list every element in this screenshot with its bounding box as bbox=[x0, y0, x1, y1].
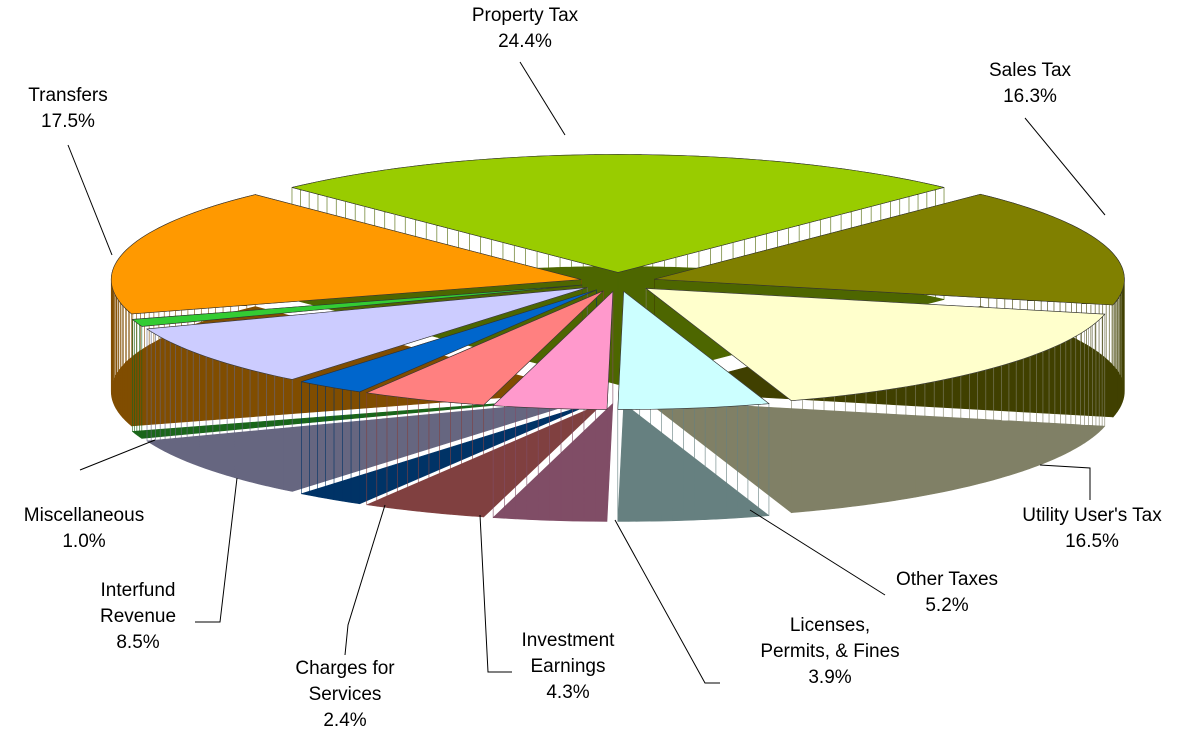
slice bbox=[365, 290, 604, 406]
slice bbox=[301, 289, 597, 393]
leader-line bbox=[614, 519, 720, 684]
leader-line bbox=[67, 144, 113, 256]
value-label: 24.4% bbox=[498, 31, 552, 52]
slice-side bbox=[132, 284, 583, 439]
value-label: 4.3% bbox=[546, 682, 590, 703]
leader-line bbox=[479, 514, 512, 673]
leader-line bbox=[1039, 464, 1091, 500]
leader-line bbox=[1024, 117, 1106, 216]
slice bbox=[645, 288, 1106, 401]
category-name: Investment Earnings bbox=[521, 630, 615, 677]
value-label: 5.2% bbox=[925, 595, 969, 616]
slice bbox=[492, 290, 614, 410]
slice bbox=[291, 154, 945, 273]
value-label: 8.5% bbox=[116, 632, 160, 653]
slice bbox=[146, 287, 588, 380]
leader-line bbox=[344, 504, 386, 656]
slice-label: Charges for Services 2.4% bbox=[295, 656, 394, 734]
category-name: Utility User's Tax bbox=[1022, 505, 1162, 526]
slice-label: Licenses, Permits, & Fines 3.9% bbox=[760, 613, 899, 691]
value-label: 17.5% bbox=[41, 111, 95, 132]
category-name: Property Tax bbox=[471, 5, 579, 26]
slice-label: Utility User's Tax 16.5% bbox=[1022, 503, 1161, 555]
slice-side bbox=[366, 290, 604, 518]
category-name: Transfers bbox=[28, 85, 108, 106]
slice-label: Interfund Revenue 8.5% bbox=[100, 578, 176, 656]
category-name: Other Taxes bbox=[895, 569, 999, 590]
category-name: Interfund Revenue bbox=[99, 580, 177, 627]
category-name: Sales Tax bbox=[988, 60, 1072, 81]
slice-label: Transfers 17.5% bbox=[28, 83, 108, 135]
value-label: 16.3% bbox=[1003, 86, 1057, 107]
leader-line bbox=[79, 439, 156, 471]
slice-label: Property Tax 24.4% bbox=[472, 3, 578, 55]
category-name: Charges for Services bbox=[295, 658, 395, 705]
category-name: Licenses, Permits, & Fines bbox=[760, 615, 900, 662]
leader-line bbox=[195, 477, 238, 623]
value-label: 3.9% bbox=[808, 667, 852, 688]
slice bbox=[617, 290, 770, 410]
slice-label: Sales Tax 16.3% bbox=[989, 58, 1071, 110]
leader-line bbox=[749, 509, 886, 596]
value-label: 2.4% bbox=[323, 710, 367, 731]
slice-label: Investment Earnings 4.3% bbox=[522, 628, 615, 706]
slice-label: Other Taxes 5.2% bbox=[896, 567, 998, 619]
slice bbox=[654, 193, 1125, 306]
value-label: 1.0% bbox=[62, 531, 106, 552]
category-name: Miscellaneous bbox=[23, 505, 145, 526]
value-label: 16.5% bbox=[1065, 531, 1119, 552]
leader-line bbox=[519, 61, 566, 136]
slice bbox=[131, 284, 583, 327]
slice bbox=[110, 194, 582, 315]
slice-label: Miscellaneous 1.0% bbox=[24, 503, 144, 555]
